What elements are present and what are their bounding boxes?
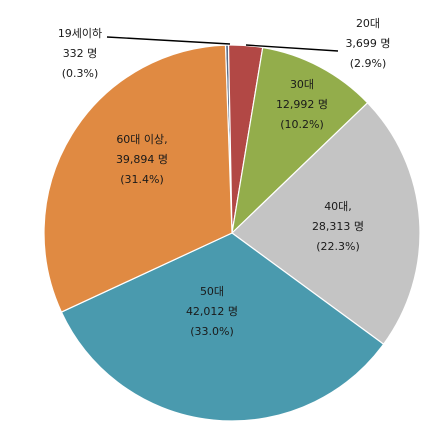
leader-line-19-under (106, 36, 231, 45)
slice-label-40s-pct-text: (22.3%) (316, 240, 360, 253)
slice-label-40s: 40대, 28,313 명 (22.3%) (312, 200, 364, 253)
slice-label-50s: 50대 42,012 명 (33.0%) (186, 285, 238, 338)
slice-label-20s: 20대 3,699 명 (2.9%) (345, 17, 390, 70)
slice-label-19-under-label: 19세이하 (58, 26, 102, 40)
slice-label-60-plus-label: 60대 이상, (116, 133, 167, 146)
slice-label-19-under-pct-text: (0.3%) (62, 67, 99, 80)
slice-label-30s-pct-text: (10.2%) (280, 118, 324, 131)
slice-label-19-under: 19세이하 332 명 (0.3%) (58, 26, 102, 80)
slice-label-60-plus: 60대 이상, 39,894 명 (31.4%) (116, 133, 168, 186)
slice-label-20s-label: 20대 (356, 17, 380, 30)
slice-label-60-plus-pct-text: (31.4%) (120, 173, 164, 186)
pie-slice-60-plus (43, 44, 233, 313)
slice-label-50s-label: 50대 (200, 285, 224, 298)
slice-label-60-plus-count-text: 39,894 명 (116, 153, 168, 166)
pie-slice-30s (231, 46, 369, 235)
slice-label-19-under-count-text: 332 명 (63, 47, 98, 60)
pie-slice-40s (231, 101, 421, 346)
leader-line-20s (245, 44, 339, 52)
slice-label-20s-count-text: 3,699 명 (345, 37, 390, 50)
pie-slice-50s (60, 232, 385, 422)
leader-lines (106, 36, 339, 52)
pie-slices (43, 44, 421, 422)
slice-label-30s: 30대 12,992 명 (10.2%) (276, 78, 328, 131)
slice-label-30s-count-text: 12,992 명 (276, 98, 328, 111)
slice-label-20s-pct-text: (2.9%) (350, 57, 387, 70)
slice-label-40s-count-text: 28,313 명 (312, 220, 364, 233)
slice-label-40s-label: 40대, (324, 200, 352, 213)
slice-label-50s-pct-text: (33.0%) (190, 325, 234, 338)
slice-label-30s-label: 30대 (290, 78, 314, 91)
slice-labels: 19세이하 332 명 (0.3%) 20대 3,699 명 (2.9%) 30대 12,99… (58, 17, 391, 338)
slice-label-50s-count-text: 42,012 명 (186, 305, 238, 318)
